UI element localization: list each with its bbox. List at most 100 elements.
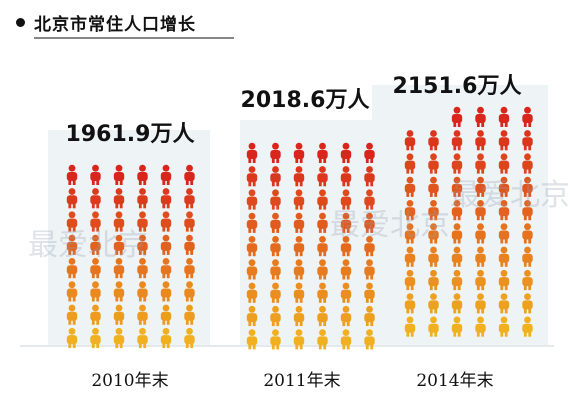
person-icon <box>451 316 463 337</box>
bar-2-icons <box>246 142 375 350</box>
person-icon <box>451 176 463 197</box>
person-icon <box>293 142 305 163</box>
person-icon <box>270 329 281 350</box>
person-icon <box>364 236 375 257</box>
person-icon <box>498 269 510 291</box>
person-icon <box>113 304 125 325</box>
person-icon <box>451 293 463 314</box>
person-icon <box>293 305 305 327</box>
person-icon <box>317 236 328 257</box>
person-icon <box>340 189 352 210</box>
person-icon <box>160 258 172 279</box>
category-label-3: 2014年末 <box>416 371 493 391</box>
person-icon <box>137 234 148 255</box>
person-icon <box>113 164 125 185</box>
person-icon <box>364 142 375 163</box>
baseline <box>20 345 554 347</box>
person-icon <box>113 327 125 349</box>
person-icon <box>475 316 486 337</box>
person-icon <box>498 200 510 221</box>
person-icon <box>340 259 352 280</box>
person-icon <box>428 176 439 197</box>
person-icon <box>160 211 172 232</box>
person-icon <box>270 259 281 280</box>
person-icon <box>475 200 486 221</box>
person-icon <box>113 211 125 232</box>
person-icon <box>270 236 281 257</box>
person-icon <box>270 189 281 210</box>
person-icon <box>522 176 533 197</box>
person-icon <box>522 153 533 174</box>
person-icon <box>522 200 533 221</box>
person-icon <box>404 246 416 267</box>
person-icon <box>340 142 352 163</box>
person-icon <box>90 164 101 185</box>
person-icon <box>113 188 125 209</box>
person-icon <box>160 164 172 185</box>
person-icon <box>340 212 352 233</box>
person-icon <box>451 106 463 127</box>
person-icon <box>270 142 281 163</box>
watermark-3: 最爱北京 <box>450 178 570 213</box>
person-icon <box>522 223 533 244</box>
person-icon <box>317 166 328 187</box>
person-icon <box>246 142 258 163</box>
person-icon <box>66 188 78 209</box>
person-icon <box>451 200 463 221</box>
person-icon <box>498 246 510 267</box>
person-icon <box>293 259 305 280</box>
person-icon <box>340 329 352 350</box>
person-icon <box>451 153 463 174</box>
value-label-3: 2151.6万人 <box>393 74 522 99</box>
person-icon <box>475 153 486 174</box>
person-icon <box>451 269 463 291</box>
person-icon <box>246 329 258 350</box>
bar-3-icons <box>404 106 533 337</box>
person-icon <box>270 166 281 187</box>
person-icon <box>317 259 328 280</box>
person-icon <box>293 329 305 350</box>
person-icon <box>90 304 101 325</box>
person-icon <box>160 234 172 255</box>
person-icon <box>90 258 101 279</box>
person-icon <box>137 188 148 209</box>
person-icon <box>428 130 439 151</box>
person-icon <box>475 269 486 291</box>
person-icon <box>475 293 486 314</box>
person-icon <box>404 293 416 314</box>
person-icon <box>184 188 195 209</box>
person-icon <box>498 130 510 151</box>
person-icon <box>451 223 463 244</box>
person-icon <box>246 212 258 233</box>
person-icon <box>340 236 352 257</box>
person-icon <box>428 269 439 291</box>
person-icon <box>340 282 352 303</box>
person-icon <box>498 293 510 314</box>
person-icon <box>66 258 78 279</box>
person-icon <box>90 281 101 302</box>
chart-title: 北京市常住人口增长 <box>34 15 196 35</box>
person-icon <box>66 234 78 255</box>
person-icon <box>451 130 463 151</box>
person-icon <box>498 153 510 174</box>
person-icon <box>317 282 328 303</box>
person-icon <box>428 246 439 267</box>
person-icon <box>246 282 258 303</box>
person-icon <box>317 329 328 350</box>
person-icon <box>184 304 195 325</box>
person-icon <box>246 259 258 280</box>
person-icon <box>428 200 439 221</box>
person-icon <box>475 106 486 127</box>
person-icon <box>498 176 510 197</box>
person-icon <box>428 293 439 314</box>
person-icon <box>428 223 439 244</box>
person-icon <box>475 176 486 197</box>
person-icon <box>522 106 533 127</box>
person-icon <box>364 259 375 280</box>
person-icon <box>475 130 486 151</box>
category-label-1: 2010年末 <box>91 371 168 391</box>
person-icon <box>246 236 258 257</box>
person-icon <box>137 304 148 325</box>
person-icon <box>293 189 305 210</box>
person-icon <box>404 130 416 151</box>
